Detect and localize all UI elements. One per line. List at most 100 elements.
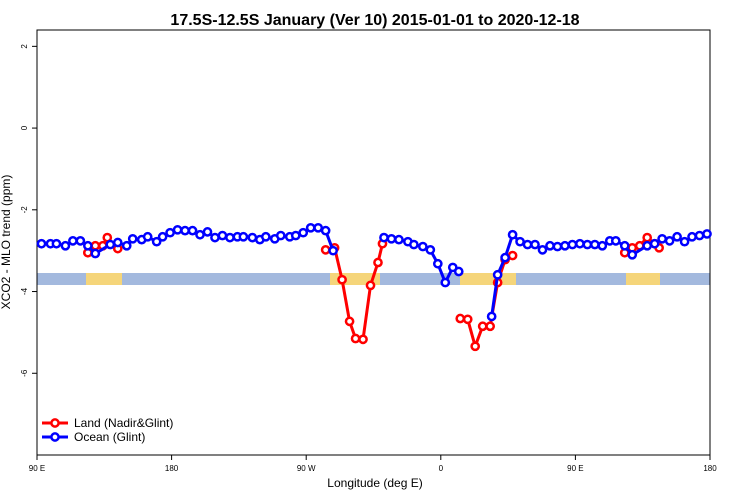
data-point: [344, 316, 355, 327]
data-point: [664, 236, 675, 246]
data-point: [313, 222, 324, 233]
data-point: [394, 234, 404, 245]
data-point: [560, 240, 570, 251]
data-point: [582, 239, 593, 250]
y-tick-label: 0: [20, 125, 29, 130]
data-point: [515, 236, 525, 247]
data-point: [90, 248, 101, 259]
data-point: [36, 238, 47, 249]
data-point: [522, 239, 533, 250]
data-point: [418, 241, 428, 252]
data-point: [507, 250, 518, 261]
y-axis-label: XCO2 - MLO trend (ppm): [0, 175, 13, 310]
data-point: [567, 239, 578, 250]
data-point: [530, 239, 540, 250]
data-point: [60, 240, 71, 251]
data-point: [320, 225, 331, 236]
data-point: [575, 238, 585, 249]
data-point: [225, 232, 235, 243]
data-point: [298, 227, 309, 238]
legend-label: Land (Nadir&Glint): [74, 416, 173, 430]
data-point: [142, 231, 153, 242]
data-point: [187, 225, 198, 236]
data-point: [409, 239, 419, 250]
data-point: [247, 232, 258, 243]
y-tick-label: 2: [20, 44, 29, 49]
data-point: [642, 240, 653, 251]
data-point: [365, 280, 376, 291]
data-point: [627, 249, 638, 260]
x-tick-label: 90 E: [567, 464, 583, 473]
data-point: [373, 257, 383, 268]
data-point: [619, 240, 630, 251]
data-point: [379, 232, 389, 243]
data-point: [425, 245, 436, 255]
data-point: [105, 239, 116, 250]
data-point: [649, 238, 660, 249]
data-point: [290, 230, 301, 241]
data-point: [657, 233, 667, 244]
data-point: [545, 240, 555, 251]
data-point: [151, 236, 162, 247]
data-point: [328, 245, 338, 256]
y-tick-label: -6: [20, 369, 29, 377]
data-point: [470, 341, 481, 352]
data-point: [195, 229, 205, 240]
x-tick-label: 180: [703, 464, 717, 473]
data-point: [486, 311, 497, 322]
data-point: [440, 277, 451, 288]
data-point: [305, 222, 316, 233]
x-tick-label: 90 W: [297, 464, 316, 473]
data-point: [485, 321, 496, 332]
data-point: [358, 334, 368, 345]
data-point: [687, 231, 697, 242]
data-point: [202, 227, 213, 237]
data-point: [90, 240, 101, 251]
data-point: [455, 313, 466, 324]
data-point: [597, 240, 608, 251]
data-point: [492, 269, 503, 280]
data-point: [462, 314, 473, 325]
data-point: [453, 266, 464, 277]
data-point: [500, 252, 510, 263]
y-tick-label: -2: [20, 206, 29, 214]
x-axis-label: Longitude (deg E): [327, 476, 422, 490]
data-point: [477, 321, 488, 332]
data-point: [694, 230, 705, 241]
legend-marker: [50, 418, 60, 428]
data-point: [432, 258, 443, 269]
x-tick-label: 90 E: [29, 464, 45, 473]
data-point: [165, 227, 175, 238]
data-point: [275, 230, 286, 241]
data-point: [157, 231, 168, 242]
land-strip: [626, 273, 660, 285]
data-point: [210, 232, 220, 243]
x-tick-label: 180: [165, 464, 179, 473]
series-line: [86, 235, 661, 352]
data-point: [320, 245, 331, 255]
data-point: [121, 240, 132, 251]
data-point: [68, 236, 78, 246]
data-point: [112, 237, 123, 248]
data-point: [610, 236, 621, 246]
data-point: [672, 231, 682, 242]
data-point: [337, 274, 347, 285]
data-point: [702, 229, 712, 239]
land-strip: [460, 273, 516, 285]
data-point: [552, 241, 563, 252]
data-point: [642, 232, 653, 243]
data-point: [217, 230, 228, 241]
data-point: [238, 231, 249, 242]
x-tick-label: 0: [439, 464, 444, 473]
legend-marker: [50, 432, 60, 442]
data-point: [51, 238, 62, 249]
data-point: [679, 236, 690, 247]
land-strip: [86, 273, 122, 285]
data-point: [537, 245, 548, 255]
data-point: [507, 229, 518, 240]
data-point: [350, 333, 361, 344]
chart-title: 17.5S-12.5S January (Ver 10) 2015-01-01 …: [170, 12, 579, 29]
data-point: [75, 236, 86, 246]
